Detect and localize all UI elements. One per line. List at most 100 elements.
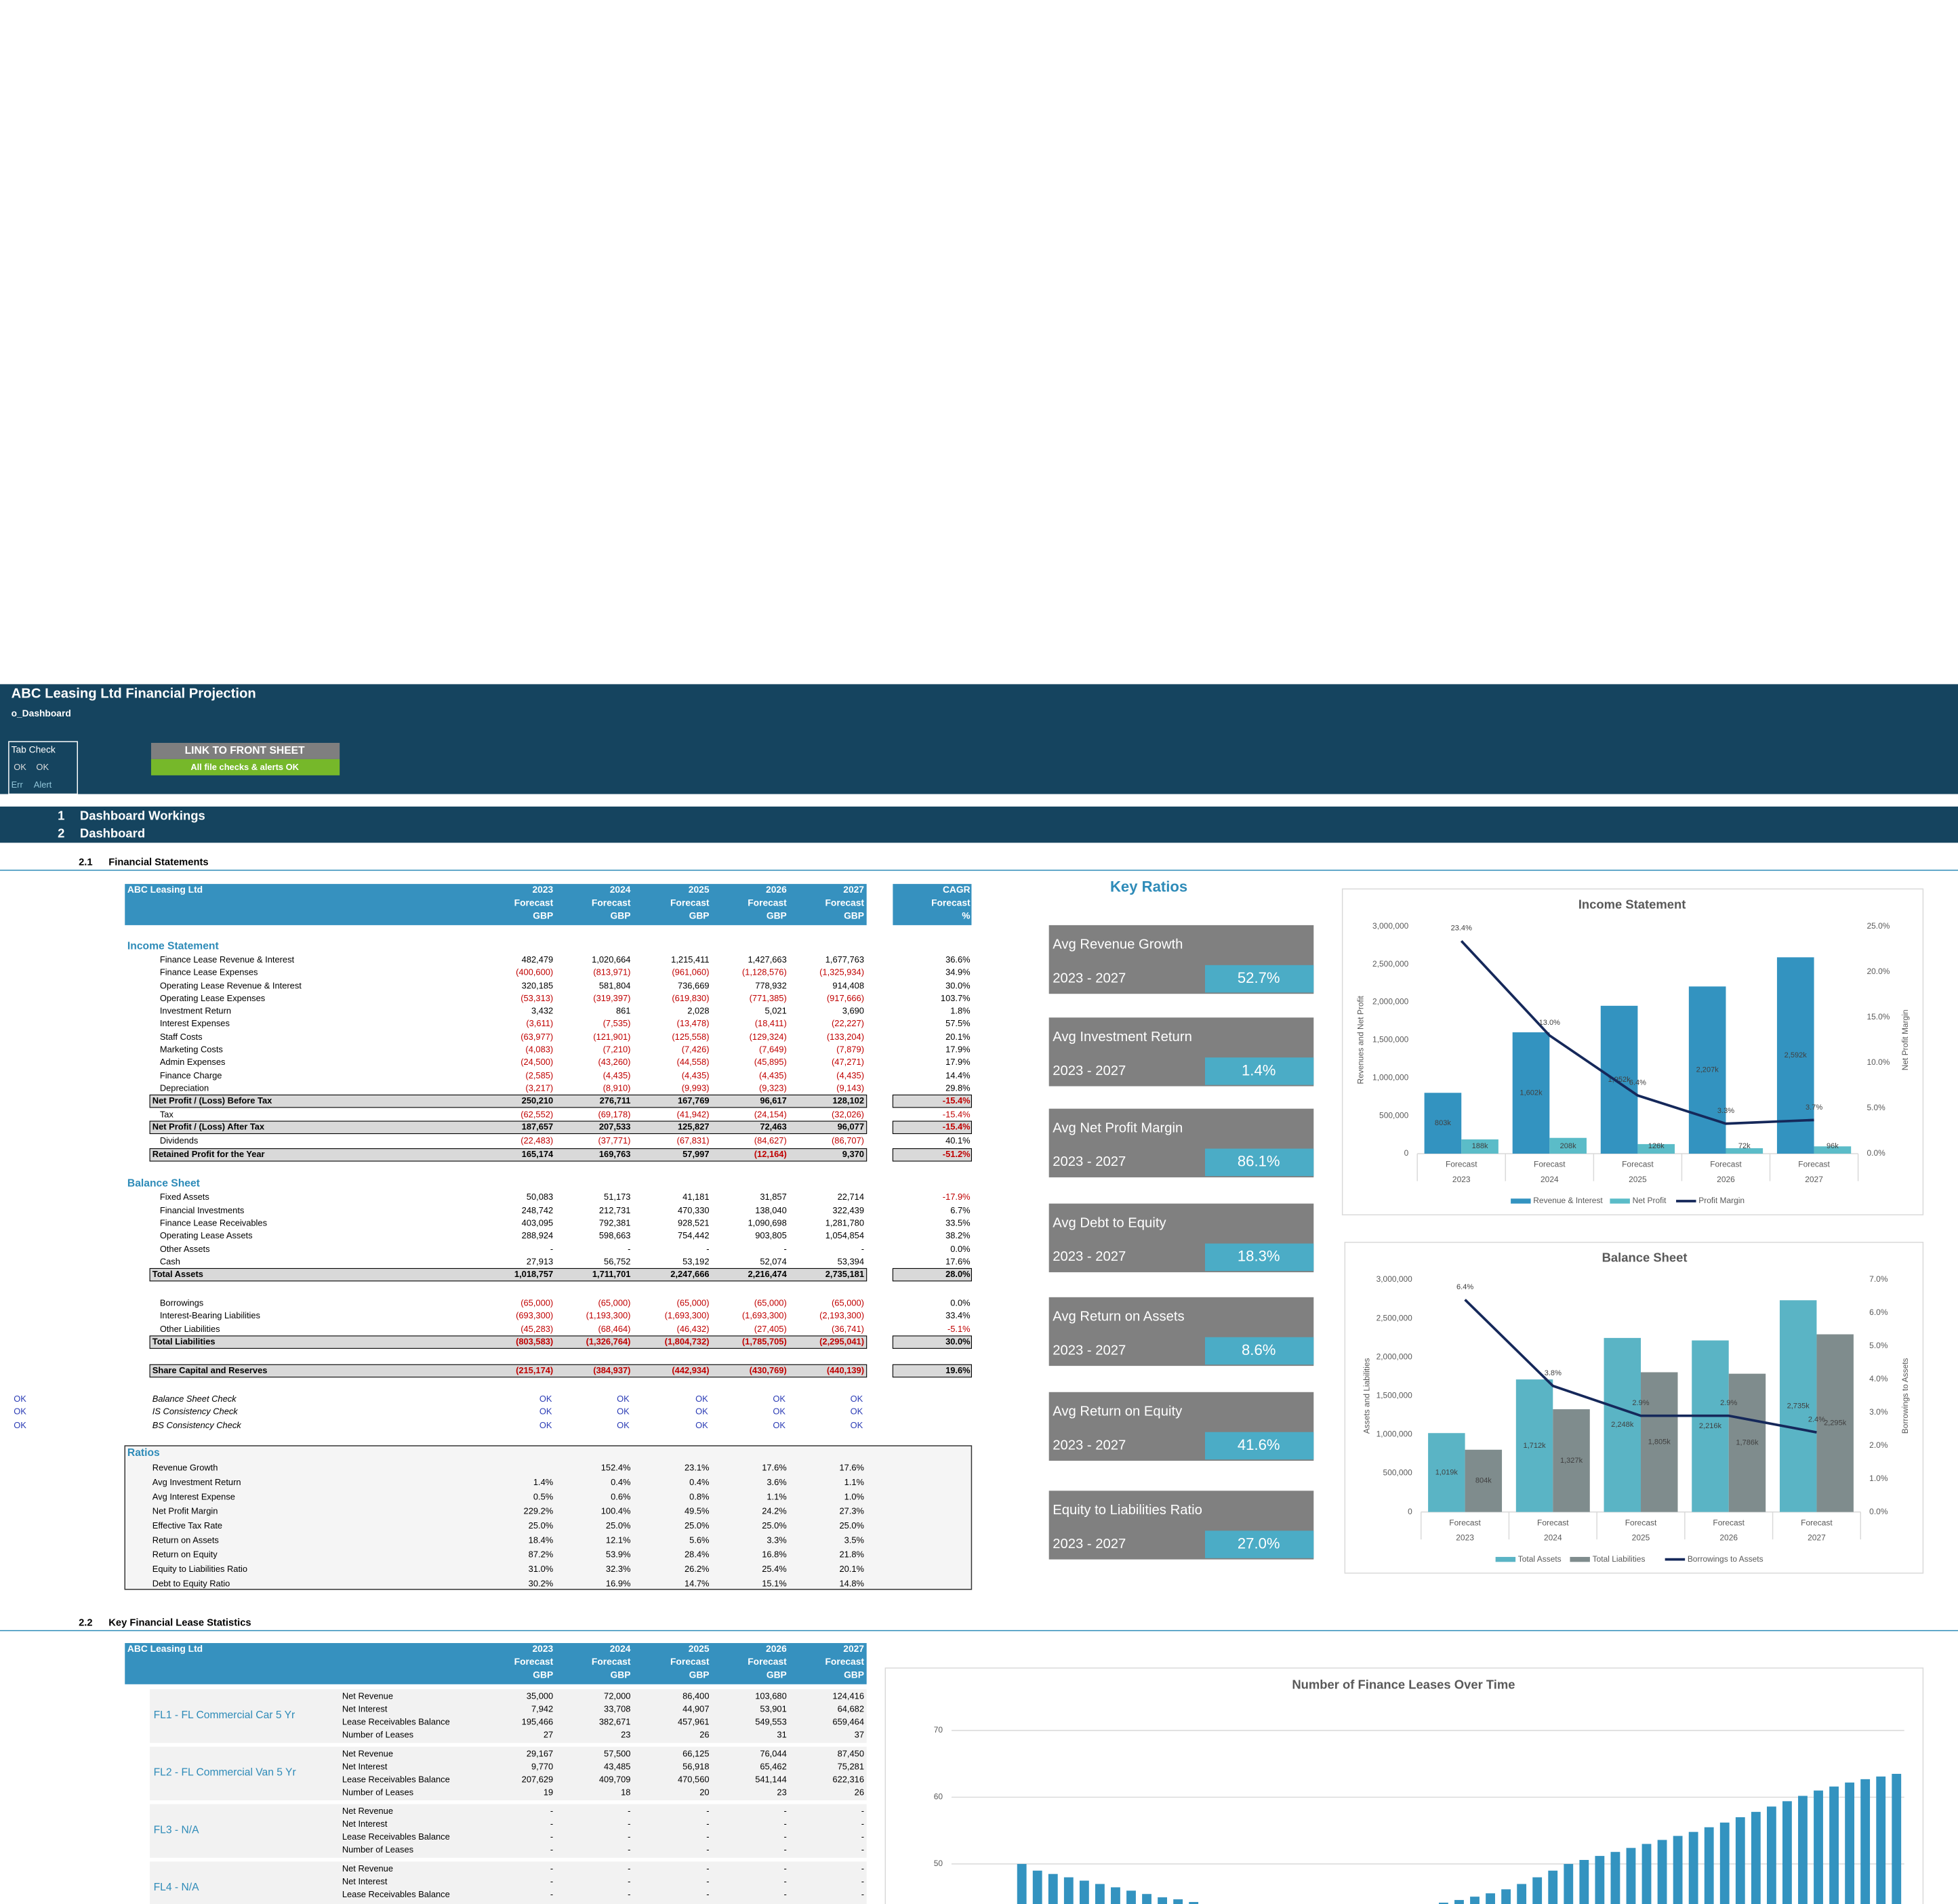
- tick-label: 2,000,000: [1372, 997, 1409, 1007]
- check-value: OK: [539, 1420, 552, 1430]
- cell-value: 1,020,664: [592, 954, 630, 965]
- chart-title: Number of Finance Leases Over Time: [1292, 1678, 1515, 1692]
- data-label: 2,592k: [1784, 1051, 1808, 1059]
- ratio-value: 3.5%: [844, 1535, 864, 1545]
- subsection-number: 2.2: [79, 1617, 92, 1628]
- column-header: Forecast: [825, 1656, 864, 1667]
- x-tick-label: 2023: [1456, 1533, 1474, 1542]
- ratio-value: 25.0%: [529, 1520, 554, 1531]
- cell-value: -: [706, 1876, 709, 1886]
- tick-label: 2,500,000: [1372, 959, 1409, 969]
- tick-label: 10.0%: [1867, 1057, 1890, 1067]
- tick-label: 3,000,000: [1372, 921, 1409, 931]
- bar: [1814, 1790, 1823, 1904]
- cell-value: (440,139): [827, 1365, 864, 1375]
- row-label: Net Revenue: [342, 1748, 393, 1758]
- check-value: OK: [695, 1420, 708, 1430]
- cell-value: 914,408: [832, 981, 864, 991]
- cell-value: 195,466: [522, 1717, 554, 1727]
- bar: [1816, 1334, 1854, 1512]
- cell-value: -: [706, 1244, 709, 1254]
- legend-swatch: [1570, 1556, 1590, 1562]
- cell-value: (129,324): [750, 1032, 787, 1042]
- ratio-value: 0.8%: [689, 1491, 709, 1501]
- bar: [1726, 1148, 1763, 1154]
- cell-value: (65,000): [521, 1297, 553, 1308]
- tab-check-label: Tab Check: [12, 744, 56, 755]
- row-label: Admin Expenses: [160, 1057, 226, 1067]
- cagr-value: 103.7%: [941, 993, 971, 1003]
- bar: [1454, 1900, 1464, 1904]
- row-label: Borrowings: [160, 1297, 203, 1308]
- ratio-label: Avg Investment Return: [152, 1477, 241, 1487]
- row-label: Retained Profit for the Year: [152, 1149, 265, 1159]
- check-value: OK: [851, 1406, 863, 1417]
- cell-value: 76,044: [760, 1748, 786, 1758]
- page-title: ABC Leasing Ltd Financial Projection: [12, 686, 256, 701]
- cell-value: 470,330: [678, 1205, 710, 1215]
- cell-value: (68,464): [598, 1324, 630, 1334]
- cell-value: 29,167: [527, 1748, 553, 1758]
- column-header: 2025: [689, 1643, 710, 1654]
- cagr-value: 0.0%: [950, 1244, 970, 1254]
- bar: [1829, 1786, 1839, 1904]
- bar: [1553, 1409, 1590, 1512]
- cell-value: (44,558): [677, 1057, 710, 1067]
- cagr-value: 36.6%: [945, 954, 971, 965]
- legend-label: Profit Margin: [1698, 1196, 1745, 1205]
- row-label: Net Interest: [342, 1876, 388, 1886]
- tick-label: 1,000,000: [1372, 1072, 1409, 1082]
- cell-value: 31,857: [760, 1192, 786, 1202]
- column-header: GBP: [844, 910, 864, 921]
- ratio-card-value-bg: [1204, 1337, 1314, 1365]
- cell-value: 1,281,780: [825, 1218, 864, 1228]
- subsection-number: 2.1: [79, 857, 92, 868]
- cell-value: 276,711: [600, 1095, 631, 1106]
- ratio-value: 27.3%: [839, 1506, 864, 1516]
- total-row-bg: [149, 1094, 868, 1108]
- total-row-bg: [149, 1148, 868, 1162]
- cell-value: 5,021: [765, 1005, 787, 1015]
- ratio-value: 3.3%: [767, 1535, 786, 1545]
- row-label: Finance Lease Revenue & Interest: [160, 954, 295, 965]
- data-label: 1,952k: [1608, 1076, 1631, 1084]
- ratio-value: 32.3%: [606, 1564, 631, 1574]
- cell-value: 736,669: [678, 981, 710, 991]
- cell-value: 56,752: [604, 1257, 630, 1267]
- row-label: Fixed Assets: [160, 1192, 209, 1202]
- data-label: 1,712k: [1523, 1442, 1546, 1450]
- cell-value: 382,671: [599, 1717, 631, 1727]
- cell-value: (37,771): [598, 1135, 630, 1146]
- cagr-value: -5.1%: [947, 1324, 971, 1334]
- bar: [1782, 1801, 1792, 1904]
- tab-check-status: Alert: [34, 779, 52, 790]
- cell-value: 64,682: [838, 1704, 864, 1714]
- cell-value: -: [861, 1831, 864, 1842]
- bar: [1126, 1890, 1136, 1904]
- link-button-label[interactable]: LINK TO FRONT SHEET: [185, 745, 305, 756]
- data-label: 1,786k: [1736, 1439, 1759, 1447]
- cagr-value: 20.1%: [945, 1032, 971, 1042]
- sheet-name: o_Dashboard: [12, 708, 71, 718]
- cell-value: (65,000): [832, 1297, 864, 1308]
- cell-value: 72,463: [760, 1122, 786, 1132]
- cell-value: (1,693,300): [665, 1310, 710, 1320]
- cell-value: 1,427,663: [748, 954, 786, 965]
- cell-value: 50,083: [527, 1192, 553, 1202]
- data-label: 2,735k: [1787, 1402, 1810, 1410]
- ratio-value: 30.2%: [529, 1578, 554, 1588]
- cell-value: -: [628, 1863, 630, 1873]
- header-band: [0, 684, 1958, 794]
- data-label: 804k: [1475, 1477, 1492, 1485]
- ratio-value: 100.4%: [601, 1506, 631, 1516]
- cell-value: (22,483): [521, 1135, 553, 1146]
- bar: [1751, 1812, 1761, 1904]
- total-row-bg: [892, 1364, 972, 1378]
- row-label: Investment Return: [160, 1005, 231, 1015]
- ratio-card-title: Avg Investment Return: [1053, 1030, 1192, 1045]
- legend-label: Total Liabilities: [1593, 1554, 1646, 1564]
- link-button[interactable]: [150, 742, 340, 759]
- cell-value: -: [550, 1844, 553, 1855]
- cell-value: 903,805: [755, 1230, 787, 1240]
- row-label: Net Revenue: [342, 1691, 393, 1701]
